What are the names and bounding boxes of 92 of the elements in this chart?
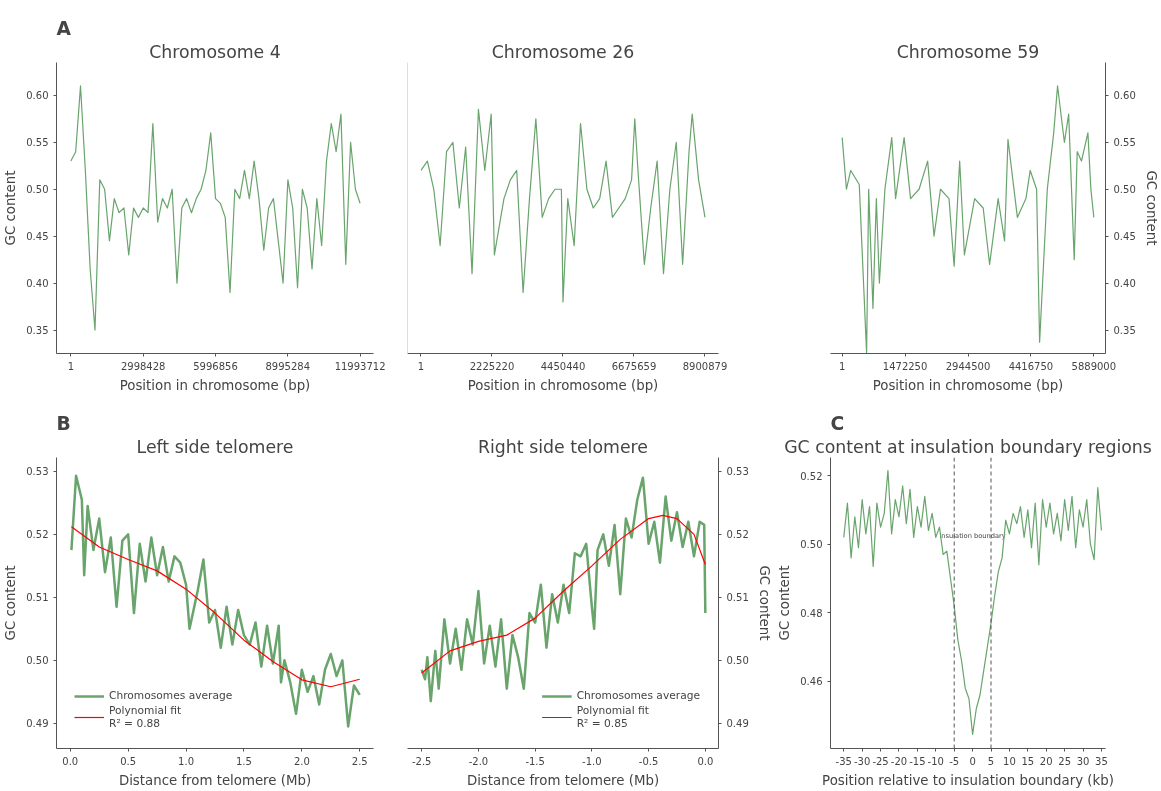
x-tick-label: -20 xyxy=(890,755,908,767)
y-axis-title: GC content xyxy=(777,565,793,641)
x-tick-label: 2944500 xyxy=(945,360,991,372)
y2-tick-label: 0.49 xyxy=(726,718,749,730)
y2-tick-label: 0.53 xyxy=(726,466,749,478)
y-tick-label: 0.52 xyxy=(26,529,49,541)
x-tick-label: -2.0 xyxy=(468,755,489,767)
y2-tick-label: 0.45 xyxy=(1113,231,1136,243)
text: A xyxy=(56,17,72,39)
x-axis-title: Position in chromosome (bp) xyxy=(467,377,659,393)
y-tick-label: 0.46 xyxy=(800,676,823,688)
x-tick-label: -15 xyxy=(909,755,926,767)
y-tick-label: 0.50 xyxy=(800,539,823,551)
x-tick-label: 0 xyxy=(969,755,976,767)
legend-label: Polynomial fit R² = 0.85 xyxy=(576,704,649,730)
x-tick-label: 0.5 xyxy=(120,755,137,767)
x-tick-label: -1.0 xyxy=(582,755,602,767)
y2-axis-title: GC content xyxy=(1143,170,1159,246)
text: C xyxy=(830,412,845,434)
y-axis-title: GC content xyxy=(3,565,19,641)
x-tick-label: 2998428 xyxy=(120,360,166,372)
y2-tick-label: 0.51 xyxy=(726,592,749,604)
y-axis-title: GC content xyxy=(3,170,19,246)
x-tick-label: 2.5 xyxy=(351,755,368,767)
legend-label: Chromosomes average xyxy=(576,689,700,702)
x-axis-title: Distance from telomere (Mb) xyxy=(118,772,312,788)
y2-tick-label: 0.55 xyxy=(1113,137,1136,149)
x-tick-label: -0.5 xyxy=(638,755,659,767)
y2-axis-title: GC content xyxy=(756,565,772,641)
x-tick-label: 5996856 xyxy=(193,360,238,372)
x-tick-label: -1.5 xyxy=(525,755,545,767)
x-tick-label: 1472250 xyxy=(882,360,928,372)
x-tick-label: 1 xyxy=(67,360,75,372)
y-tick-label: 0.50 xyxy=(26,655,49,667)
x-axis-title: Distance from telomere (Mb) xyxy=(466,772,660,788)
x-tick-label: 1 xyxy=(417,360,425,372)
x-tick-label: 35 xyxy=(1095,755,1108,767)
x-tick-label: 4450440 xyxy=(540,360,586,372)
x-tick-label: 15 xyxy=(1021,755,1035,767)
x-tick-label: 30 xyxy=(1076,755,1090,767)
x-tick-label: -35 xyxy=(835,755,852,767)
chart-title: GC content at insulation boundary regions xyxy=(784,436,1152,457)
x-axis-title: Position in chromosome (bp) xyxy=(119,377,311,393)
y2-tick-label: 0.35 xyxy=(1113,325,1136,337)
y2-tick-label: 0.40 xyxy=(1113,278,1136,290)
legend-label: Polynomial fit R² = 0.88 xyxy=(109,704,182,730)
x-tick-label: 6675659 xyxy=(611,360,657,372)
x-tick-label: 4416750 xyxy=(1008,360,1054,372)
chart-title: Chromosome 26 xyxy=(491,41,635,62)
x-tick-label: 0.0 xyxy=(697,755,714,767)
y-tick-label: 0.51 xyxy=(26,592,49,604)
x-tick-label: -5 xyxy=(949,755,960,767)
y-tick-label: 0.53 xyxy=(26,466,49,478)
x-tick-label: 1.0 xyxy=(178,755,195,767)
y2-tick-label: 0.50 xyxy=(726,655,749,667)
y-tick-label: 0.52 xyxy=(800,470,823,482)
x-tick-label: 10 xyxy=(1003,755,1016,767)
y-tick-label: 0.40 xyxy=(26,278,49,290)
x-tick-label: 25 xyxy=(1058,755,1072,767)
y-tick-label: 0.49 xyxy=(26,718,49,730)
x-tick-label: 1 xyxy=(838,360,846,372)
x-tick-label: 8995284 xyxy=(265,360,311,372)
x-tick-label: 0.0 xyxy=(62,755,79,767)
x-tick-label: -25 xyxy=(872,755,889,767)
x-axis-title: Position relative to insulation boundary (kb) xyxy=(822,772,1114,788)
y-tick-label: 0.55 xyxy=(26,137,49,149)
x-axis-title: Position in chromosome (bp) xyxy=(872,377,1064,393)
x-tick-label: 2225220 xyxy=(469,360,515,372)
y2-tick-label: 0.50 xyxy=(1113,184,1136,196)
y2-tick-label: 0.60 xyxy=(1113,90,1136,102)
y-tick-label: 0.60 xyxy=(26,90,49,102)
x-tick-label: 5889000 xyxy=(1071,360,1117,372)
x-tick-label: 8900879 xyxy=(682,360,728,372)
y-tick-label: 0.50 xyxy=(26,184,49,196)
y2-tick-label: 0.52 xyxy=(726,529,749,541)
x-tick-label: -10 xyxy=(927,755,944,767)
chart-title: Chromosome 59 xyxy=(896,41,1040,62)
y-tick-label: 0.48 xyxy=(800,607,823,619)
x-tick-label: 2.0 xyxy=(293,755,310,767)
x-tick-label: 20 xyxy=(1039,755,1053,767)
chart-title: Left side telomere xyxy=(136,436,294,457)
chart-title: Right side telomere xyxy=(478,436,648,457)
x-tick-label: 1.5 xyxy=(235,755,252,767)
text: B xyxy=(56,412,71,434)
y-tick-label: 0.45 xyxy=(26,231,49,243)
y-tick-label: 0.35 xyxy=(26,325,49,337)
x-tick-label: -2.5 xyxy=(411,755,432,767)
x-tick-label: -30 xyxy=(853,755,871,767)
legend-label: Chromosomes average xyxy=(109,689,233,702)
x-tick-label: 11993712 xyxy=(334,360,386,372)
x-tick-label: 5 xyxy=(987,755,995,767)
chart-title: Chromosome 4 xyxy=(149,41,281,62)
